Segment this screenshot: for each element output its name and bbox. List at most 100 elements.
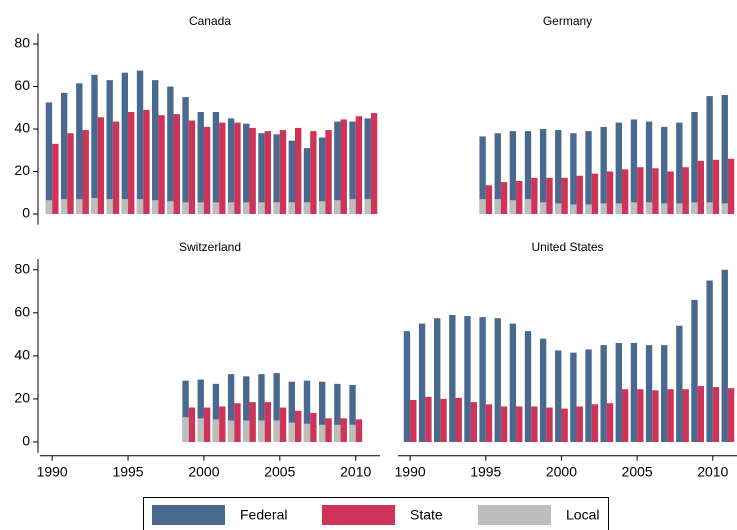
bar <box>82 130 89 214</box>
bar <box>60 92 68 214</box>
bar <box>325 418 332 442</box>
bar <box>434 318 441 442</box>
bar <box>727 158 735 214</box>
bar <box>500 182 508 214</box>
bar <box>712 387 720 442</box>
bar <box>630 342 638 442</box>
bar <box>355 116 363 214</box>
bar <box>97 117 105 214</box>
bar <box>234 403 241 442</box>
bar <box>243 376 250 442</box>
bar <box>128 112 135 214</box>
bar <box>234 122 241 214</box>
bar <box>591 404 599 442</box>
bar <box>615 122 622 214</box>
bar <box>676 325 683 442</box>
bar <box>706 280 713 442</box>
y-tick-label: 80 <box>14 260 30 276</box>
bar <box>173 114 180 214</box>
bar <box>676 122 683 214</box>
bar <box>691 112 698 214</box>
bar <box>60 199 68 214</box>
bar <box>212 202 220 214</box>
bar <box>325 130 332 214</box>
legend-swatch <box>478 505 551 525</box>
bar <box>706 96 713 214</box>
y-tick-label: 20 <box>14 162 30 178</box>
bar <box>288 202 295 214</box>
bar <box>606 171 614 214</box>
bar <box>561 408 568 442</box>
bar <box>555 350 562 442</box>
bar <box>676 203 683 214</box>
bar <box>645 345 653 442</box>
x-tick-label: 2005 <box>622 463 653 479</box>
bar <box>630 119 638 214</box>
bar <box>403 331 411 442</box>
panel-title: Canada <box>189 14 231 28</box>
bar <box>152 200 159 214</box>
bar <box>706 202 713 214</box>
bar <box>182 417 189 442</box>
bar <box>227 202 235 214</box>
bar <box>243 420 250 442</box>
bar <box>682 389 689 442</box>
bar <box>288 140 295 214</box>
bar <box>45 102 53 214</box>
bar <box>370 113 378 214</box>
bar <box>516 181 523 214</box>
x-tick-label: 2010 <box>340 463 371 479</box>
bar <box>121 199 129 214</box>
bar <box>258 374 265 442</box>
legend-swatch <box>152 505 225 525</box>
bar <box>258 420 265 442</box>
bar <box>243 202 250 214</box>
bar <box>600 345 607 442</box>
bar <box>349 121 356 214</box>
bar <box>318 137 326 214</box>
bar <box>661 203 668 214</box>
bar <box>464 316 471 442</box>
bar <box>494 199 501 214</box>
bar <box>349 424 356 442</box>
bar <box>576 406 583 442</box>
bar <box>318 381 326 442</box>
bar <box>349 384 356 442</box>
bar <box>264 402 272 442</box>
panel-title: Switzerland <box>179 240 241 254</box>
bar <box>637 389 644 442</box>
y-tick-label: 20 <box>14 390 30 406</box>
bar <box>219 406 226 442</box>
bar <box>479 136 486 214</box>
bar <box>524 331 532 442</box>
bar <box>279 130 287 214</box>
bar <box>531 177 538 214</box>
bar <box>524 131 532 214</box>
bar <box>546 177 553 214</box>
bar <box>727 388 735 442</box>
bar <box>152 80 159 214</box>
y-tick-label: 40 <box>14 120 30 136</box>
x-tick-label: 1995 <box>112 463 143 479</box>
bar <box>440 398 447 442</box>
bar <box>212 383 220 442</box>
bar <box>500 406 508 442</box>
legend-label: Federal <box>240 507 287 523</box>
bar <box>682 167 689 214</box>
bar <box>219 122 226 214</box>
bar <box>418 323 426 442</box>
bar <box>258 133 265 214</box>
bar <box>249 127 256 214</box>
x-tick-label: 2005 <box>264 463 295 479</box>
bar <box>279 407 287 442</box>
bar <box>310 131 317 214</box>
bar <box>449 314 456 442</box>
bar <box>310 412 317 442</box>
bar <box>364 199 371 214</box>
bar <box>570 204 577 214</box>
bar <box>340 418 347 442</box>
x-tick-label: 2010 <box>697 463 728 479</box>
bar <box>576 175 583 214</box>
bar <box>630 202 638 214</box>
